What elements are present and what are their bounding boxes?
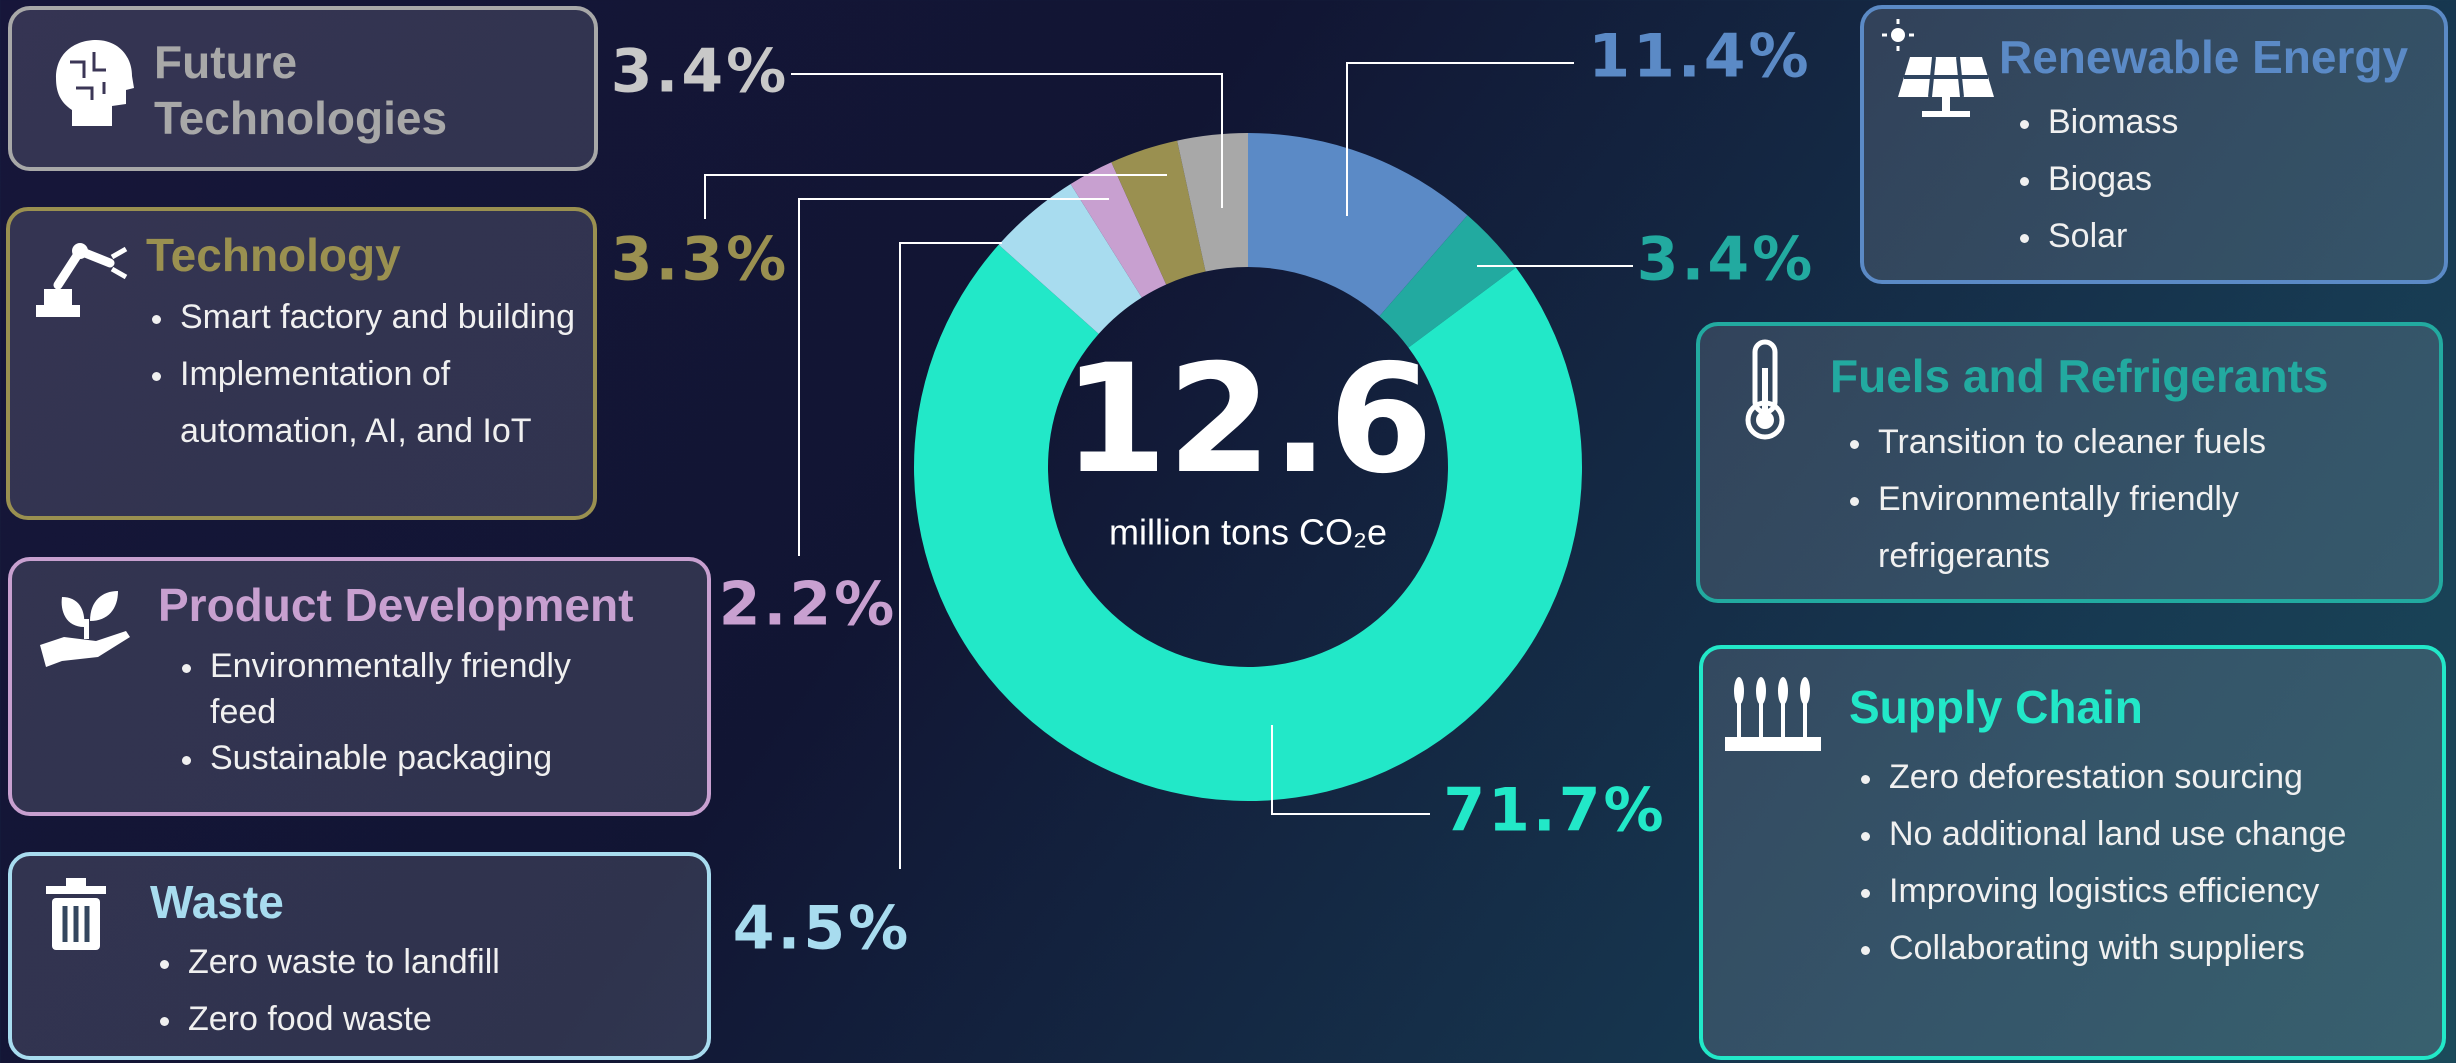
- panel-title: Future Technologies: [154, 36, 448, 144]
- leader-line: [1271, 725, 1430, 815]
- panel-item: Zero deforestation sourcing: [1885, 749, 2456, 806]
- value-label: 3.4%: [1637, 225, 1815, 295]
- head-icon: [56, 40, 134, 126]
- panel-title: Renewable Energy: [1999, 31, 2409, 83]
- leader-line: [899, 242, 1002, 869]
- solar-icon: [1882, 19, 1994, 117]
- donut-slice: [1248, 133, 1468, 317]
- panel-item: Biomass: [2044, 94, 2444, 151]
- thermometer-icon: [1745, 339, 1785, 440]
- panel-item: Biogas: [2044, 151, 2444, 208]
- donut-slice: [1379, 215, 1516, 348]
- panel-list: Zero deforestation sourcingNo additional…: [1851, 749, 2456, 977]
- panel-item: Zero waste to landfill: [184, 934, 704, 991]
- donut-slice: [1070, 162, 1167, 298]
- leader-line: [791, 73, 1223, 208]
- panel-item: Environmentally friendly feed: [206, 643, 586, 735]
- panel-item: Improving logistics efficiency: [1885, 863, 2456, 920]
- value-label: 11.4%: [1588, 22, 1811, 92]
- leader-line: [1346, 62, 1574, 216]
- panel-list: BiomassBiogasSolar: [2010, 94, 2444, 265]
- panel: Renewable Energy BiomassBiogasSolar: [1860, 5, 2448, 284]
- panel-item: Collaborating with suppliers: [1885, 920, 2456, 977]
- leader-line: [798, 198, 1109, 556]
- value-label: 3.3%: [611, 225, 789, 295]
- donut-slice: [914, 244, 1582, 801]
- panel-item: Solar: [2044, 208, 2444, 265]
- panel-title: Technology: [146, 229, 401, 281]
- donut-slice: [1111, 140, 1206, 285]
- panel-item: Implementation of automation, AI, and Io…: [176, 346, 586, 460]
- panel-title: Product Development: [158, 579, 634, 631]
- value-label: 3.4%: [611, 37, 789, 107]
- panel-item: No additional land use change: [1885, 806, 2456, 863]
- robot-arm-icon: [36, 243, 128, 317]
- donut-slice: [998, 183, 1142, 334]
- panel: Product Development Environmentally frie…: [8, 557, 711, 816]
- panel-list: Zero waste to landfillZero food waste: [150, 934, 704, 1048]
- panel-title: Supply Chain: [1849, 681, 2143, 733]
- panel: Waste Zero waste to landfillZero food wa…: [8, 852, 711, 1060]
- panel-title: Waste: [150, 876, 284, 928]
- panel-title: Fuels and Refrigerants: [1830, 350, 2329, 402]
- panel: Future Technologies: [8, 6, 598, 171]
- donut-slice: [1177, 133, 1248, 272]
- panel-list: Smart factory and buildingImplementation…: [142, 289, 586, 460]
- panel: Fuels and Refrigerants Transition to cle…: [1696, 322, 2443, 603]
- panel-list: Environmentally friendly feedSustainable…: [172, 643, 586, 781]
- trash-icon: [46, 878, 106, 950]
- panel: Technology Smart factory and buildingImp…: [6, 207, 597, 520]
- value-label: 2.2%: [719, 570, 897, 640]
- wheat-icon: [1725, 677, 1821, 751]
- leader-line: [704, 174, 1167, 219]
- panel: Supply Chain Zero deforestation sourcing…: [1699, 645, 2446, 1060]
- total-value: 12.6: [1063, 333, 1433, 507]
- panel-item: Zero food waste: [184, 991, 704, 1048]
- value-label: 4.5%: [733, 894, 911, 964]
- panel-item: Environmentally friendly refrigerants: [1874, 471, 2394, 585]
- total-label: million tons CO₂e: [1109, 512, 1387, 553]
- panel-item: Transition to cleaner fuels: [1874, 414, 2394, 471]
- panel-item: Sustainable packaging: [206, 735, 586, 781]
- value-label: 71.7%: [1443, 776, 1666, 846]
- panel-list: Transition to cleaner fuelsEnvironmental…: [1840, 414, 2394, 585]
- plant-icon: [40, 591, 130, 667]
- panel-item: Smart factory and building: [176, 289, 586, 346]
